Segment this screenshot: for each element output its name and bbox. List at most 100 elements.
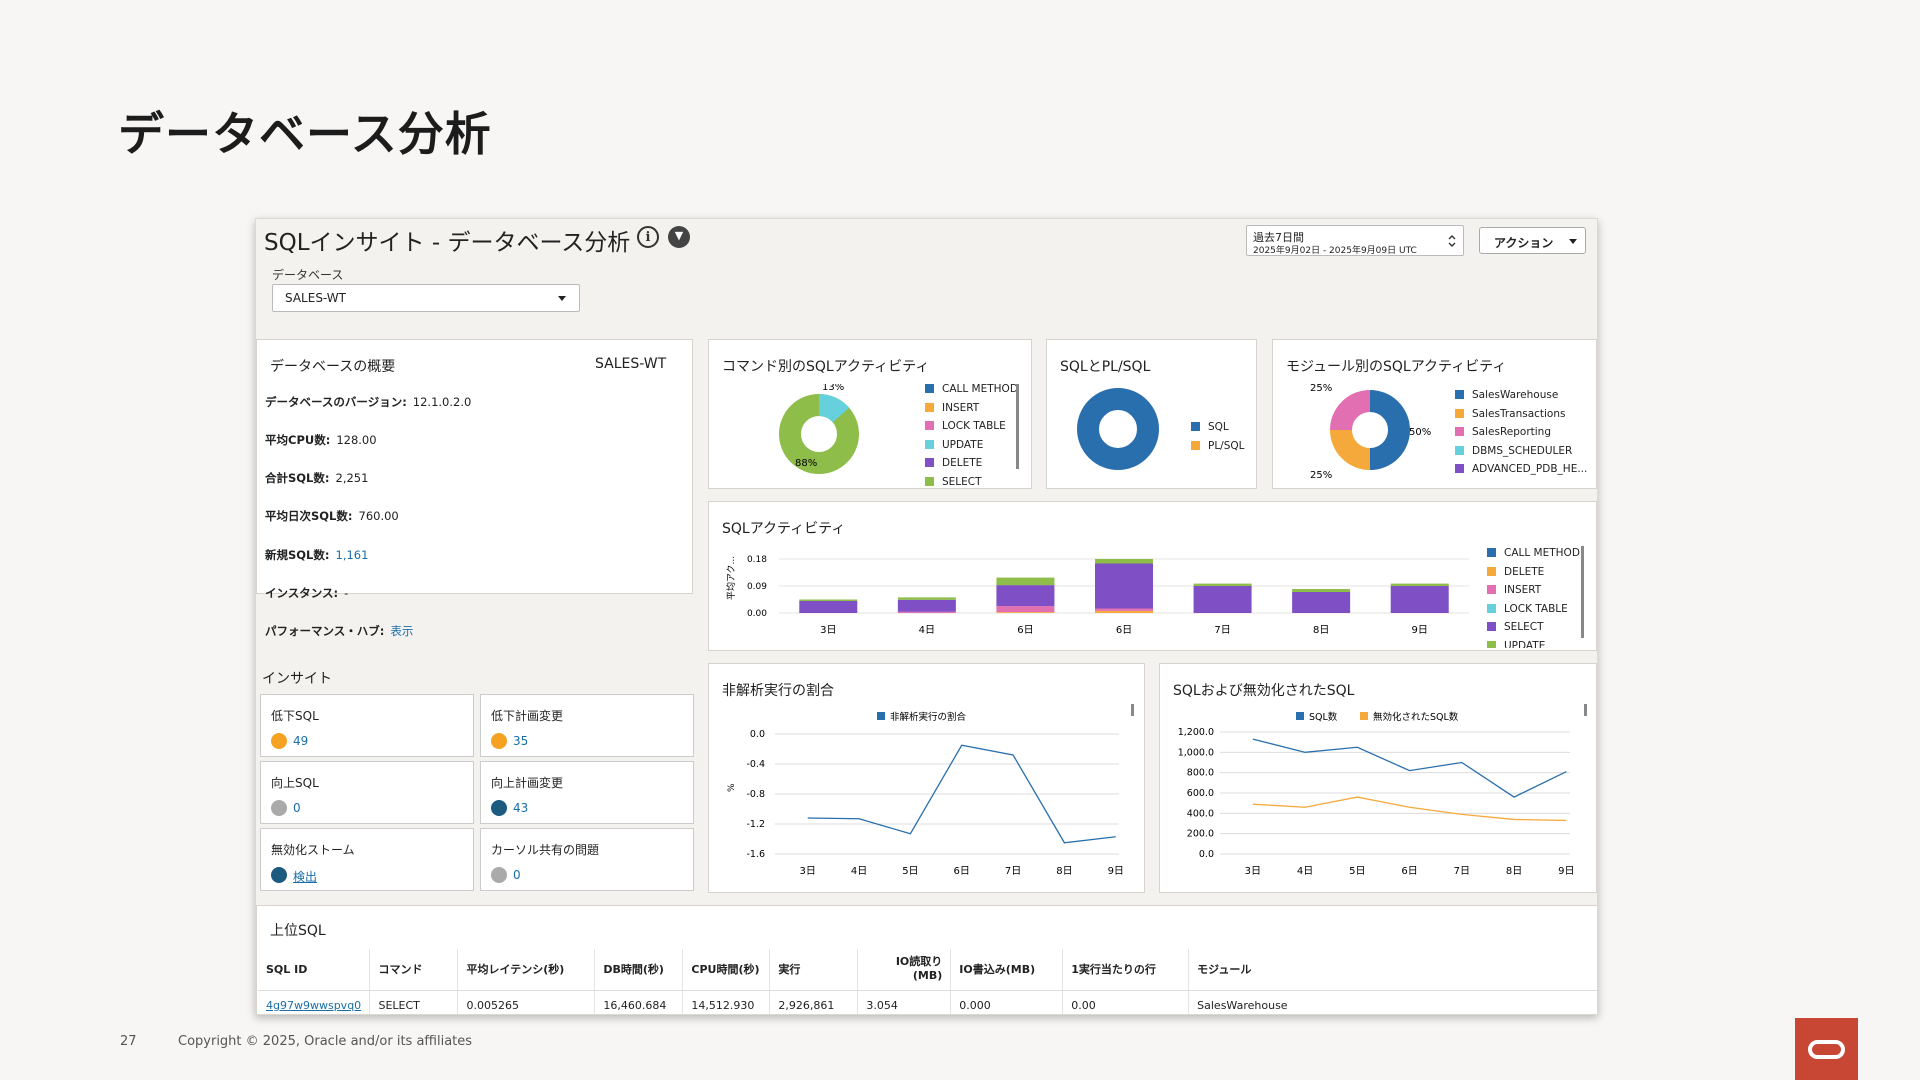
page-number: 27	[120, 1034, 137, 1049]
sql-activity-legend: CALL METHOD DELETE INSERT LOCK TABLE SEL…	[1487, 544, 1580, 648]
column-header[interactable]: CPU時間(秒)	[682, 949, 771, 991]
y-tick-label: 200.0	[1187, 829, 1214, 840]
x-tick-label: 8日	[1056, 866, 1072, 877]
column-header[interactable]: IO書込み(MB)	[950, 949, 1064, 991]
column-header[interactable]: モジュール	[1188, 949, 1597, 991]
insights-title: インサイト	[262, 671, 332, 687]
y-tick-label: 1,200.0	[1178, 727, 1214, 738]
time-range-select[interactable]: 過去7日間 2025年9月02日 - 2025年9月09日 UTC	[1246, 225, 1464, 256]
y-tick-label: 0.00	[747, 609, 767, 619]
y-axis-label: %	[727, 783, 737, 792]
column-header[interactable]: 実行	[769, 949, 859, 991]
table-cell: 2,926,861	[769, 990, 859, 1014]
legend-item: SELECT	[1487, 618, 1580, 637]
bar-segment	[897, 597, 956, 600]
status-dot-icon	[491, 733, 507, 749]
bar-segment	[1095, 608, 1153, 611]
non-parse-card: 非解析実行の割合 0.0 -0.4 -0.8 -1.2 -1.6% 3日 4日 5日 6日 7日 8…	[708, 663, 1145, 893]
sql-plsql-legend: SQL PL/SQL	[1191, 418, 1245, 455]
action-button[interactable]: アクション	[1479, 227, 1586, 254]
legend-scrollbar[interactable]	[1016, 384, 1019, 469]
column-header[interactable]: IO読取り (MB)	[857, 949, 952, 991]
new-sql-link[interactable]: 1,161	[335, 548, 369, 562]
overview-row-value: -	[344, 586, 349, 600]
legend-item: INSERT	[925, 399, 1018, 418]
insight-value[interactable]: 43	[513, 801, 529, 815]
insight-tile[interactable]: 向上計画変更 43	[480, 761, 694, 824]
table-cell: 0.000	[950, 990, 1064, 1014]
column-header[interactable]: DB時間(秒)	[594, 949, 684, 991]
legend-scrollbar[interactable]	[1131, 704, 1134, 716]
insight-label: 無効化ストーム	[271, 843, 355, 857]
column-header[interactable]: コマンド	[369, 949, 459, 991]
column-header[interactable]: 1実行当たりの行	[1062, 949, 1190, 991]
info-icon[interactable]: i	[637, 226, 659, 248]
chevron-down-icon	[558, 296, 566, 301]
y-tick-label: 400.0	[1187, 808, 1214, 819]
overview-row: 合計SQL数: 2,251	[265, 470, 368, 486]
sql-invalidated-card: SQLおよび無効化されたSQL 1,200.0 1,000.0 800.0 600.0…	[1159, 663, 1597, 893]
legend-item: PL/SQL	[1191, 437, 1245, 456]
status-dot-icon	[271, 733, 287, 749]
legend-swatch	[877, 712, 885, 720]
slice-update	[818, 393, 850, 423]
x-tick-label: 9日	[1108, 866, 1124, 877]
database-select[interactable]: SALES-WT	[272, 284, 580, 312]
sql-activity-card: SQLアクティビティ 0.18 0.09 0.00 平均アク... 3日 4日 6日 6日 7日…	[708, 501, 1597, 651]
legend-swatch	[1360, 712, 1368, 720]
insight-tile[interactable]: 低下SQL 49	[260, 694, 474, 757]
column-header[interactable]: SQL ID	[258, 949, 371, 991]
insight-tile[interactable]: 低下計画変更 35	[480, 694, 694, 757]
slice-sql	[1077, 388, 1159, 470]
table-cell: 14,512.930	[682, 990, 771, 1014]
y-tick-label: 0.0	[750, 729, 765, 740]
y-tick-label: -0.4	[746, 759, 765, 770]
y-tick-label: -1.2	[746, 819, 765, 830]
insight-value[interactable]: 0	[293, 801, 301, 815]
table-row[interactable]: 4g97w9wwspvq0 SELECT 0.005265 16,460.684 14,…	[258, 990, 1597, 1014]
legend-label: 非解析実行の割合	[890, 711, 967, 723]
legend-label: 無効化されたSQL数	[1373, 711, 1459, 723]
database-select-value: SALES-WT	[285, 291, 346, 305]
series-line	[1252, 738, 1567, 798]
legend-item: INSERT	[1487, 581, 1580, 600]
slide-title: データベース分析	[118, 107, 492, 161]
bar-segment	[996, 612, 1055, 613]
data-label: 50%	[1409, 427, 1431, 438]
legend-item: LOCK TABLE	[925, 417, 1018, 436]
legend-scrollbar[interactable]	[1584, 704, 1587, 716]
overview-row-label: 平均日次SQL数:	[265, 509, 353, 523]
bar-segment	[1390, 583, 1449, 586]
insight-tile[interactable]: 無効化ストーム検出	[260, 828, 474, 891]
bar-segment	[897, 611, 956, 613]
x-tick-label: 3日	[1245, 866, 1261, 877]
oracle-logo	[1795, 1018, 1858, 1080]
insight-tile[interactable]: カーソル共有の問題 0	[480, 828, 694, 891]
insight-value[interactable]: 0	[513, 868, 521, 882]
legend-item: SELECT	[925, 473, 1018, 492]
legend-scrollbar[interactable]	[1581, 546, 1584, 638]
bar-segment	[799, 599, 858, 601]
overview-title: データベースの概要	[270, 359, 396, 375]
data-label: 88%	[795, 458, 817, 469]
sql-id-link[interactable]: 4g97w9wwspvq0	[258, 990, 371, 1014]
insight-tile[interactable]: 向上SQL 0	[260, 761, 474, 824]
insight-value[interactable]: 35	[513, 734, 529, 748]
module-activity-card: モジュール別のSQLアクティビティ 25% 50% 25% SalesWareh…	[1272, 339, 1597, 489]
app-title: SQLインサイト - データベース分析	[264, 230, 631, 256]
legend-item: DBMS_SCHEDULER	[1455, 442, 1595, 461]
filter-icon[interactable]: ▼	[668, 226, 690, 248]
copyright: Copyright © 2025, Oracle and/or its affi…	[178, 1034, 473, 1049]
legend-item: CALL METHOD	[1487, 544, 1580, 563]
column-header[interactable]: 平均レイテンシ(秒)	[457, 949, 596, 991]
insight-value[interactable]: 49	[293, 734, 309, 748]
legend-item: SQL	[1191, 418, 1245, 437]
insight-value[interactable]: 検出	[293, 870, 318, 884]
y-tick-label: 0.09	[747, 582, 767, 592]
overview-row-value: 128.00	[336, 433, 377, 447]
performance-hub-link[interactable]: 表示	[390, 624, 414, 638]
bar-segment	[1292, 592, 1351, 613]
table-cell: SalesWarehouse	[1188, 990, 1597, 1014]
chevron-down-icon	[1569, 239, 1577, 244]
x-tick-label: 6日	[954, 866, 970, 877]
